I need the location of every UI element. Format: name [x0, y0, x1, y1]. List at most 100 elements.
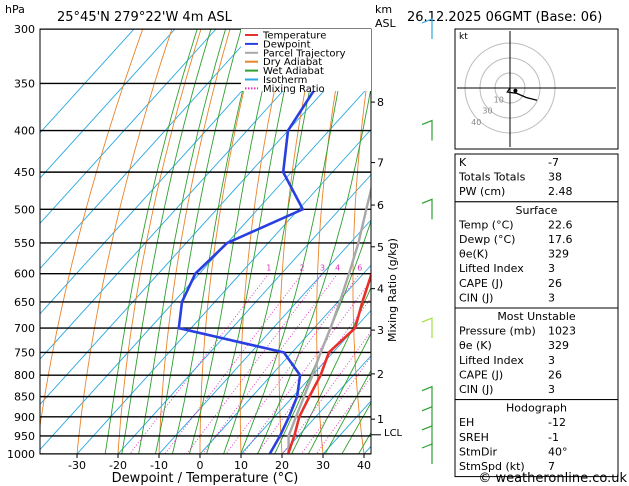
- wet-adiabat-line: [138, 29, 227, 454]
- temperature-series: [286, 271, 371, 454]
- isotherm-line: [158, 219, 371, 454]
- wind-barb: [421, 317, 433, 339]
- wind-barb: [421, 425, 433, 446]
- indices-value: 329: [548, 339, 569, 352]
- indices-label: Dewp (°C): [459, 233, 515, 246]
- indices-label: EH: [459, 416, 474, 429]
- mixing-ratio-line: [201, 273, 339, 454]
- mixing-ratio-line: [129, 273, 270, 454]
- hodograph-trace: [506, 87, 538, 101]
- legend-label: Dry Adiabat: [263, 57, 322, 68]
- wet-adiabat-line: [206, 29, 299, 454]
- isotherm-line: [40, 29, 340, 360]
- x-tick-label: -30: [68, 459, 86, 472]
- indices-value: -7: [548, 156, 559, 169]
- indices-table: K -7 Totals Totals 38 PW (cm) 2.48 SurfaceTemp…: [454, 153, 619, 478]
- isotherm-line: [40, 29, 299, 315]
- dry-adiabat-line: [199, 29, 260, 454]
- indices-label: θe(K): [459, 248, 488, 261]
- indices-label: Pressure (mb): [459, 325, 536, 338]
- hpa-label: hPa: [5, 3, 25, 16]
- indices-value: 3: [548, 354, 555, 367]
- legend-label: Isotherm: [263, 75, 307, 86]
- indices-label: SREH: [459, 431, 489, 444]
- km-tick-label: 7: [377, 157, 384, 170]
- wet-adiabat-line: [188, 29, 278, 454]
- indices-section-title: Most Unstable: [497, 310, 576, 323]
- indices-value: 26: [548, 368, 562, 381]
- mixing-ratio-line: [185, 273, 323, 454]
- x-tick-label: -20: [109, 459, 127, 472]
- indices-value: 40°: [548, 445, 568, 458]
- indices-value: 3: [548, 262, 555, 275]
- indices-section-title: Surface: [516, 204, 558, 217]
- km-label: km: [375, 3, 392, 16]
- km-tick-label: 6: [377, 199, 384, 212]
- dry-adiabat-line: [117, 29, 202, 454]
- wet-adiabat-line: [121, 29, 212, 454]
- x-tick-label: 20: [275, 459, 289, 472]
- km-tick-label: 1: [377, 413, 384, 426]
- wind-barb: [421, 405, 433, 427]
- pressure-tick-label: 350: [14, 77, 35, 90]
- indices-value: 17.6: [548, 233, 573, 246]
- mixing-ratio-label: 8: [373, 264, 378, 273]
- wet-adiabat-line: [240, 29, 351, 454]
- indices-value: 26: [548, 277, 562, 290]
- mixing-ratio-line: [281, 330, 371, 454]
- indices-section-box: [454, 399, 619, 478]
- dry-adiabat-line: [352, 53, 371, 454]
- dry-adiabat-line: [158, 29, 231, 454]
- indices-value: -1: [548, 431, 559, 444]
- skewt-plot-area: 1 2 3 4 6 8 10 15 20 25: [40, 29, 450, 454]
- indices-value: 38: [548, 171, 562, 184]
- legend-label: Parcel Trajectory: [263, 48, 346, 59]
- indices-value: 3: [548, 291, 555, 304]
- plot-frame: [39, 28, 372, 455]
- wet-adiabat-line: [223, 29, 323, 454]
- indices-value: 1023: [548, 325, 576, 338]
- isotherm-line: [40, 29, 217, 224]
- indices-value: 7: [548, 460, 555, 473]
- storm-motion-marker: [513, 88, 518, 93]
- wet-adiabat-line: [307, 332, 371, 454]
- hodograph-ring-label: 10: [494, 95, 504, 104]
- x-tick-label: 0: [197, 459, 204, 472]
- asl-label: ASL: [375, 17, 397, 30]
- indices-label: StmDir: [459, 445, 498, 458]
- pressure-tick-label: 950: [14, 430, 35, 443]
- hodograph-ring-label: 30: [482, 107, 492, 116]
- indices-label: K: [459, 156, 467, 169]
- indices-label: CIN (J): [459, 291, 493, 304]
- x-tick-label: 30: [316, 459, 330, 472]
- location-title: 25°45'N 279°22'W 4m ASL: [57, 10, 233, 25]
- km-tick-label: 3: [377, 324, 384, 337]
- wet-adiabat-line: [324, 369, 371, 454]
- mixing-ratio-line: [315, 376, 371, 454]
- indices-label: θe (K): [459, 339, 492, 352]
- dry-adiabat-line: [239, 29, 289, 454]
- dry-adiabat-line: [316, 29, 347, 454]
- pressure-tick-label: 450: [14, 166, 35, 179]
- mixing-ratio-axis-label: Mixing Ratio (g/kg): [386, 238, 399, 342]
- indices-value: 22.6: [548, 218, 573, 231]
- indices-label: PW (cm): [459, 185, 505, 198]
- legend-label: Wet Adiabat: [263, 66, 324, 77]
- x-tick-label: 10: [234, 459, 248, 472]
- mixing-ratio-label: 6: [357, 264, 362, 273]
- pressure-tick-label: 550: [14, 237, 35, 250]
- pressure-tick-label: 850: [14, 391, 35, 404]
- datetime-title: 26.12.2025 06GMT (Base: 06): [407, 10, 602, 25]
- mixing-ratio-line: [300, 355, 371, 454]
- indices-value: 3: [548, 383, 555, 396]
- isotherm-line: [40, 29, 176, 179]
- isotherm-line: [76, 128, 371, 454]
- indices-label: Temp (°C): [458, 218, 514, 231]
- mixing-ratio-label: 25: [440, 264, 450, 273]
- pressure-tick-label: 400: [14, 125, 35, 138]
- parcel-trajectory-series: [287, 185, 371, 454]
- indices-value: 2.48: [548, 185, 573, 198]
- mixing-ratio-label: 4: [335, 264, 340, 273]
- pressure-tick-label: 650: [14, 296, 35, 309]
